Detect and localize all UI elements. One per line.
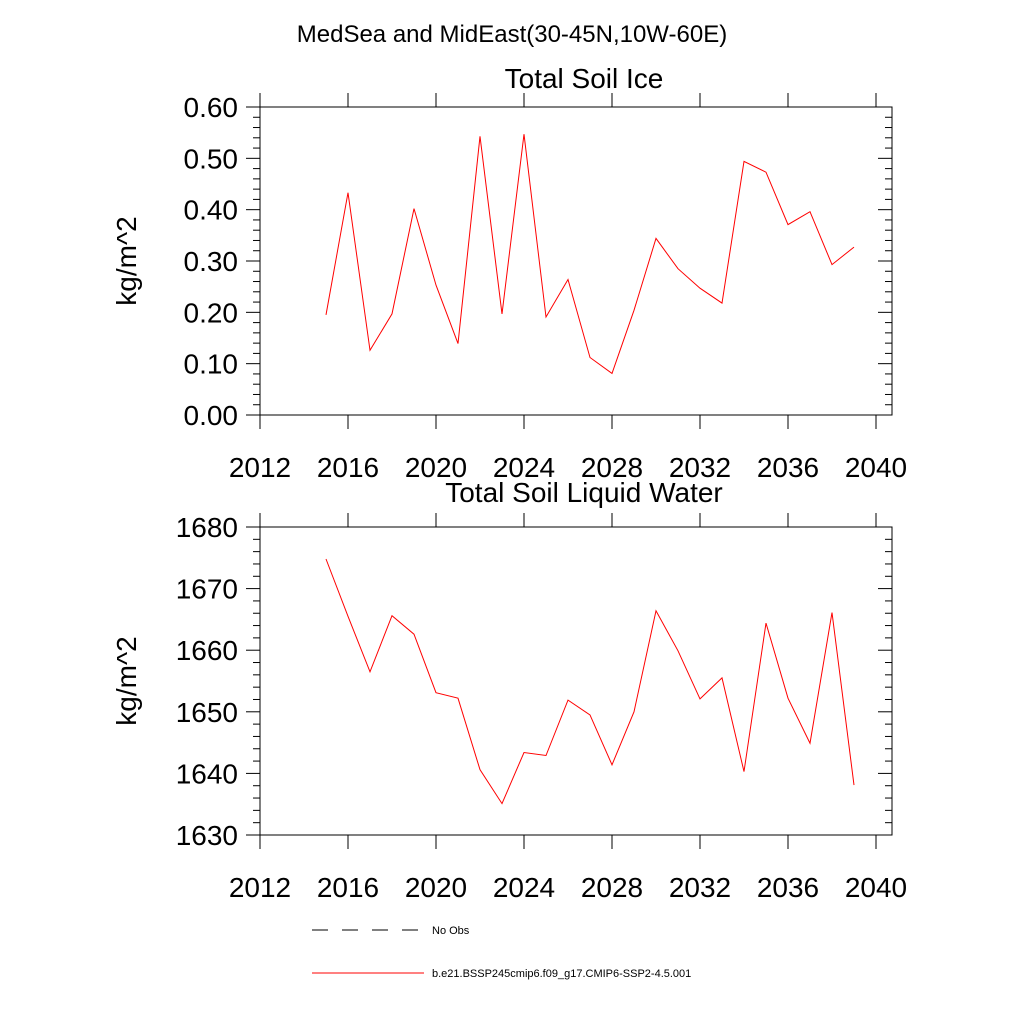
y-tick-label: 1630 [176, 820, 238, 851]
y-tick-label: 0.20 [184, 297, 239, 328]
chart-title: Total Soil Ice [505, 63, 664, 94]
y-tick-label: 0.60 [184, 92, 239, 123]
x-tick-label: 2016 [317, 452, 379, 483]
x-tick-label: 2040 [845, 872, 907, 903]
x-tick-label: 2024 [493, 452, 555, 483]
x-tick-label: 2036 [757, 872, 819, 903]
y-tick-label: 1650 [176, 697, 238, 728]
x-tick-label: 2020 [405, 872, 467, 903]
x-tick-label: 2028 [581, 452, 643, 483]
plot-frame [259, 526, 893, 836]
series-line-model [325, 134, 855, 375]
y-axis-label: kg/m^2 [111, 216, 142, 305]
x-tick-label: 2028 [581, 872, 643, 903]
y-tick-label: 0.50 [184, 143, 239, 174]
x-tick-label: 2012 [229, 872, 291, 903]
y-axis-label: kg/m^2 [111, 636, 142, 725]
x-tick-label: 2040 [845, 452, 907, 483]
x-tick-label: 2032 [669, 452, 731, 483]
y-tick-label: 1660 [176, 635, 238, 666]
y-tick-label: 0.30 [184, 246, 239, 277]
chart-1: Total Soil Ice kg/m^2 2012 2016 2020 2024 2028… [111, 63, 907, 483]
legend-label: b.e21.BSSP245cmip6.f09_g17.CMIP6-SSP2-4.… [432, 968, 691, 980]
figure-suptitle: MedSea and MidEast(30-45N,10W-60E) [297, 21, 727, 48]
x-tick-label: 2016 [317, 872, 379, 903]
x-tick-label: 2012 [229, 452, 291, 483]
y-tick-label: 0.40 [184, 195, 239, 226]
x-tick-label: 2036 [757, 452, 819, 483]
series-line-model [325, 558, 855, 805]
x-tick-label: 2020 [405, 452, 467, 483]
y-tick-label: 0.10 [184, 349, 239, 380]
chart-title: Total Soil Liquid Water [445, 477, 723, 508]
y-tick-label: 0.00 [184, 400, 239, 431]
y-tick-label: 1640 [176, 758, 238, 789]
x-tick-label: 2032 [669, 872, 731, 903]
x-tick-label: 2024 [493, 872, 555, 903]
y-tick-label: 1680 [176, 512, 238, 543]
y-tick-label: 1670 [176, 574, 238, 605]
chart-2: Total Soil Liquid Water kg/m^2 2012 2016 202… [111, 477, 907, 903]
legend-label: No Obs [432, 925, 470, 937]
legend: No Obs b.e21.BSSP245cmip6.f09_g17.CMIP6-S… [312, 925, 691, 980]
plot-frame [259, 106, 893, 416]
